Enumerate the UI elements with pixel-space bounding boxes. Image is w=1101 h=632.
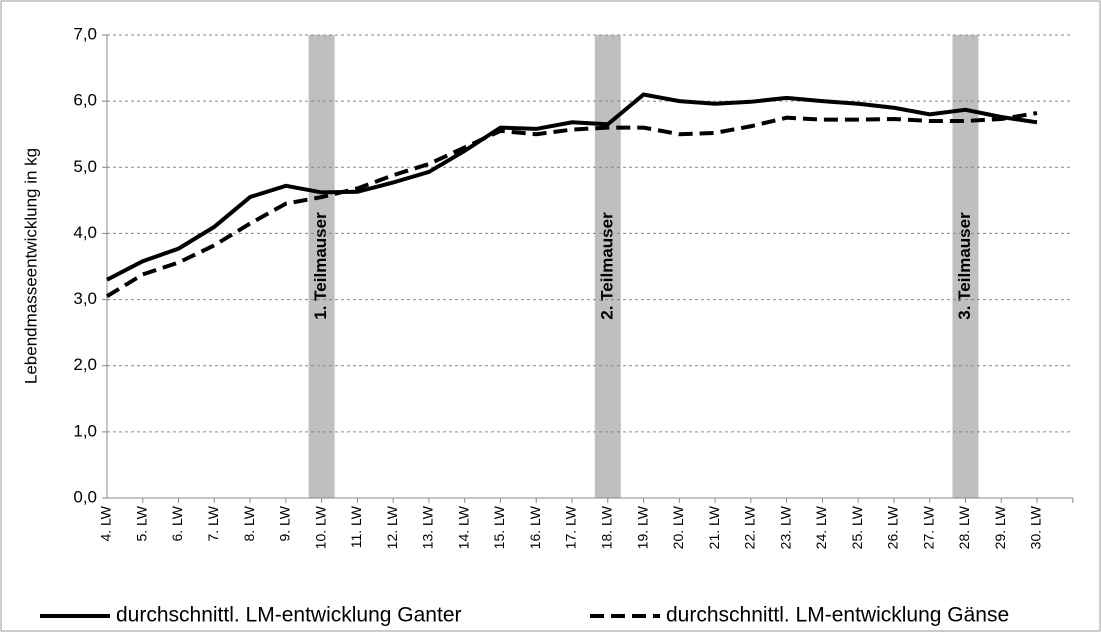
x-tick-label: 26. LW <box>885 505 901 549</box>
y-tick-label: 5,0 <box>73 157 97 176</box>
legend-label: durchschnittl. LM-entwicklung Ganter <box>116 604 462 627</box>
x-tick-label: 21. LW <box>706 505 722 549</box>
x-tick-label: 9. LW <box>277 505 293 541</box>
x-tick-label: 5. LW <box>133 505 149 541</box>
x-tick-label: 15. LW <box>491 505 507 549</box>
line <box>105 111 1038 298</box>
y-axis-label: Lebendmasseentwicklung in kg <box>21 148 40 384</box>
band <box>594 35 621 498</box>
x-tick-label: 14. LW <box>455 505 471 549</box>
x-tick-label: 8. LW <box>241 505 257 541</box>
legend-label: durchschnittl. LM-entwicklung Gänse <box>666 604 1009 627</box>
band <box>308 35 335 498</box>
band-label: 3. Teilmauser <box>955 212 974 320</box>
y-tick-label: 1,0 <box>73 421 97 440</box>
y-tick-label: 6,0 <box>73 91 97 110</box>
x-tick-label: 10. LW <box>312 505 328 549</box>
y-tick-label: 2,0 <box>73 355 97 374</box>
x-tick-label: 28. LW <box>956 505 972 549</box>
x-tick-label: 27. LW <box>920 505 936 549</box>
x-tick-label: 7. LW <box>205 505 221 541</box>
x-tick-label: 16. LW <box>527 505 543 549</box>
x-tick-label: 6. LW <box>169 505 185 541</box>
line <box>106 92 1038 282</box>
y-tick-label: 7,0 <box>73 24 97 43</box>
band-label: 1. Teilmauser <box>311 212 330 320</box>
y-tick-label: 3,0 <box>73 289 97 308</box>
x-tick-label: 30. LW <box>1028 505 1044 549</box>
x-tick-label: 12. LW <box>384 505 400 549</box>
x-tick-label: 23. LW <box>777 505 793 549</box>
x-tick-label: 17. LW <box>563 505 579 549</box>
y-tick-label: 4,0 <box>73 223 97 242</box>
x-tick-label: 13. LW <box>420 505 436 549</box>
y-tick-label: 0,0 <box>73 487 97 506</box>
x-tick-label: 29. LW <box>992 505 1008 549</box>
x-tick-label: 11. LW <box>348 505 364 548</box>
x-tick-label: 18. LW <box>598 505 614 549</box>
x-tick-label: 25. LW <box>849 505 865 549</box>
x-tick-label: 4. LW <box>98 505 114 541</box>
x-tick-label: 22. LW <box>742 505 758 549</box>
x-tick-label: 19. LW <box>634 505 650 549</box>
band-label: 2. Teilmauser <box>597 212 616 320</box>
x-tick-label: 24. LW <box>813 505 829 549</box>
x-tick-label: 20. LW <box>670 505 686 549</box>
